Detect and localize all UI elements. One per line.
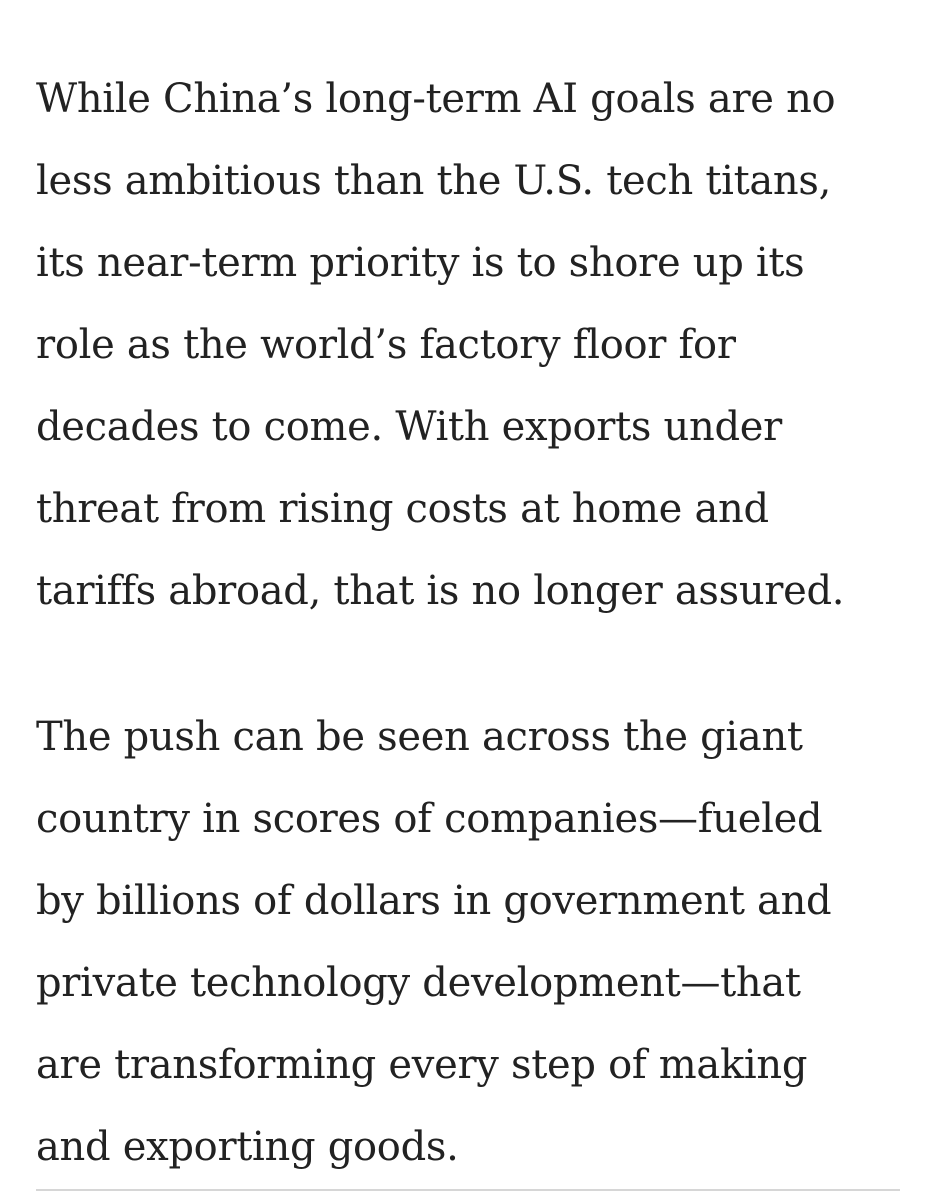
paragraph-line: tariffs abroad, that is no longer assure… xyxy=(36,568,845,614)
section-divider xyxy=(36,1189,900,1191)
paragraph-line: private technology development—that xyxy=(36,960,801,1006)
paragraph-line: less ambitious than the U.S. tech titans… xyxy=(36,158,832,204)
paragraph-1: While China’s long-term AI goals are no … xyxy=(36,58,916,632)
paragraph-line: by billions of dollars in government and xyxy=(36,878,832,924)
paragraph-line: The push can be seen across the giant xyxy=(36,714,803,760)
paragraph-line: decades to come. With exports under xyxy=(36,404,782,450)
paragraph-2: The push can be seen across the giant co… xyxy=(36,696,916,1188)
paragraph-line: While China’s long-term AI goals are no xyxy=(36,76,836,122)
article-body: While China’s long-term AI goals are no … xyxy=(36,58,916,1188)
paragraph-line: its near-term priority is to shore up it… xyxy=(36,240,805,286)
paragraph-line: threat from rising costs at home and xyxy=(36,486,769,532)
paragraph-line: country in scores of companies—fueled xyxy=(36,796,823,842)
paragraph-line: role as the world’s factory floor for xyxy=(36,322,736,368)
paragraph-line: and exporting goods. xyxy=(36,1124,459,1170)
paragraph-line: are transforming every step of making xyxy=(36,1042,808,1088)
